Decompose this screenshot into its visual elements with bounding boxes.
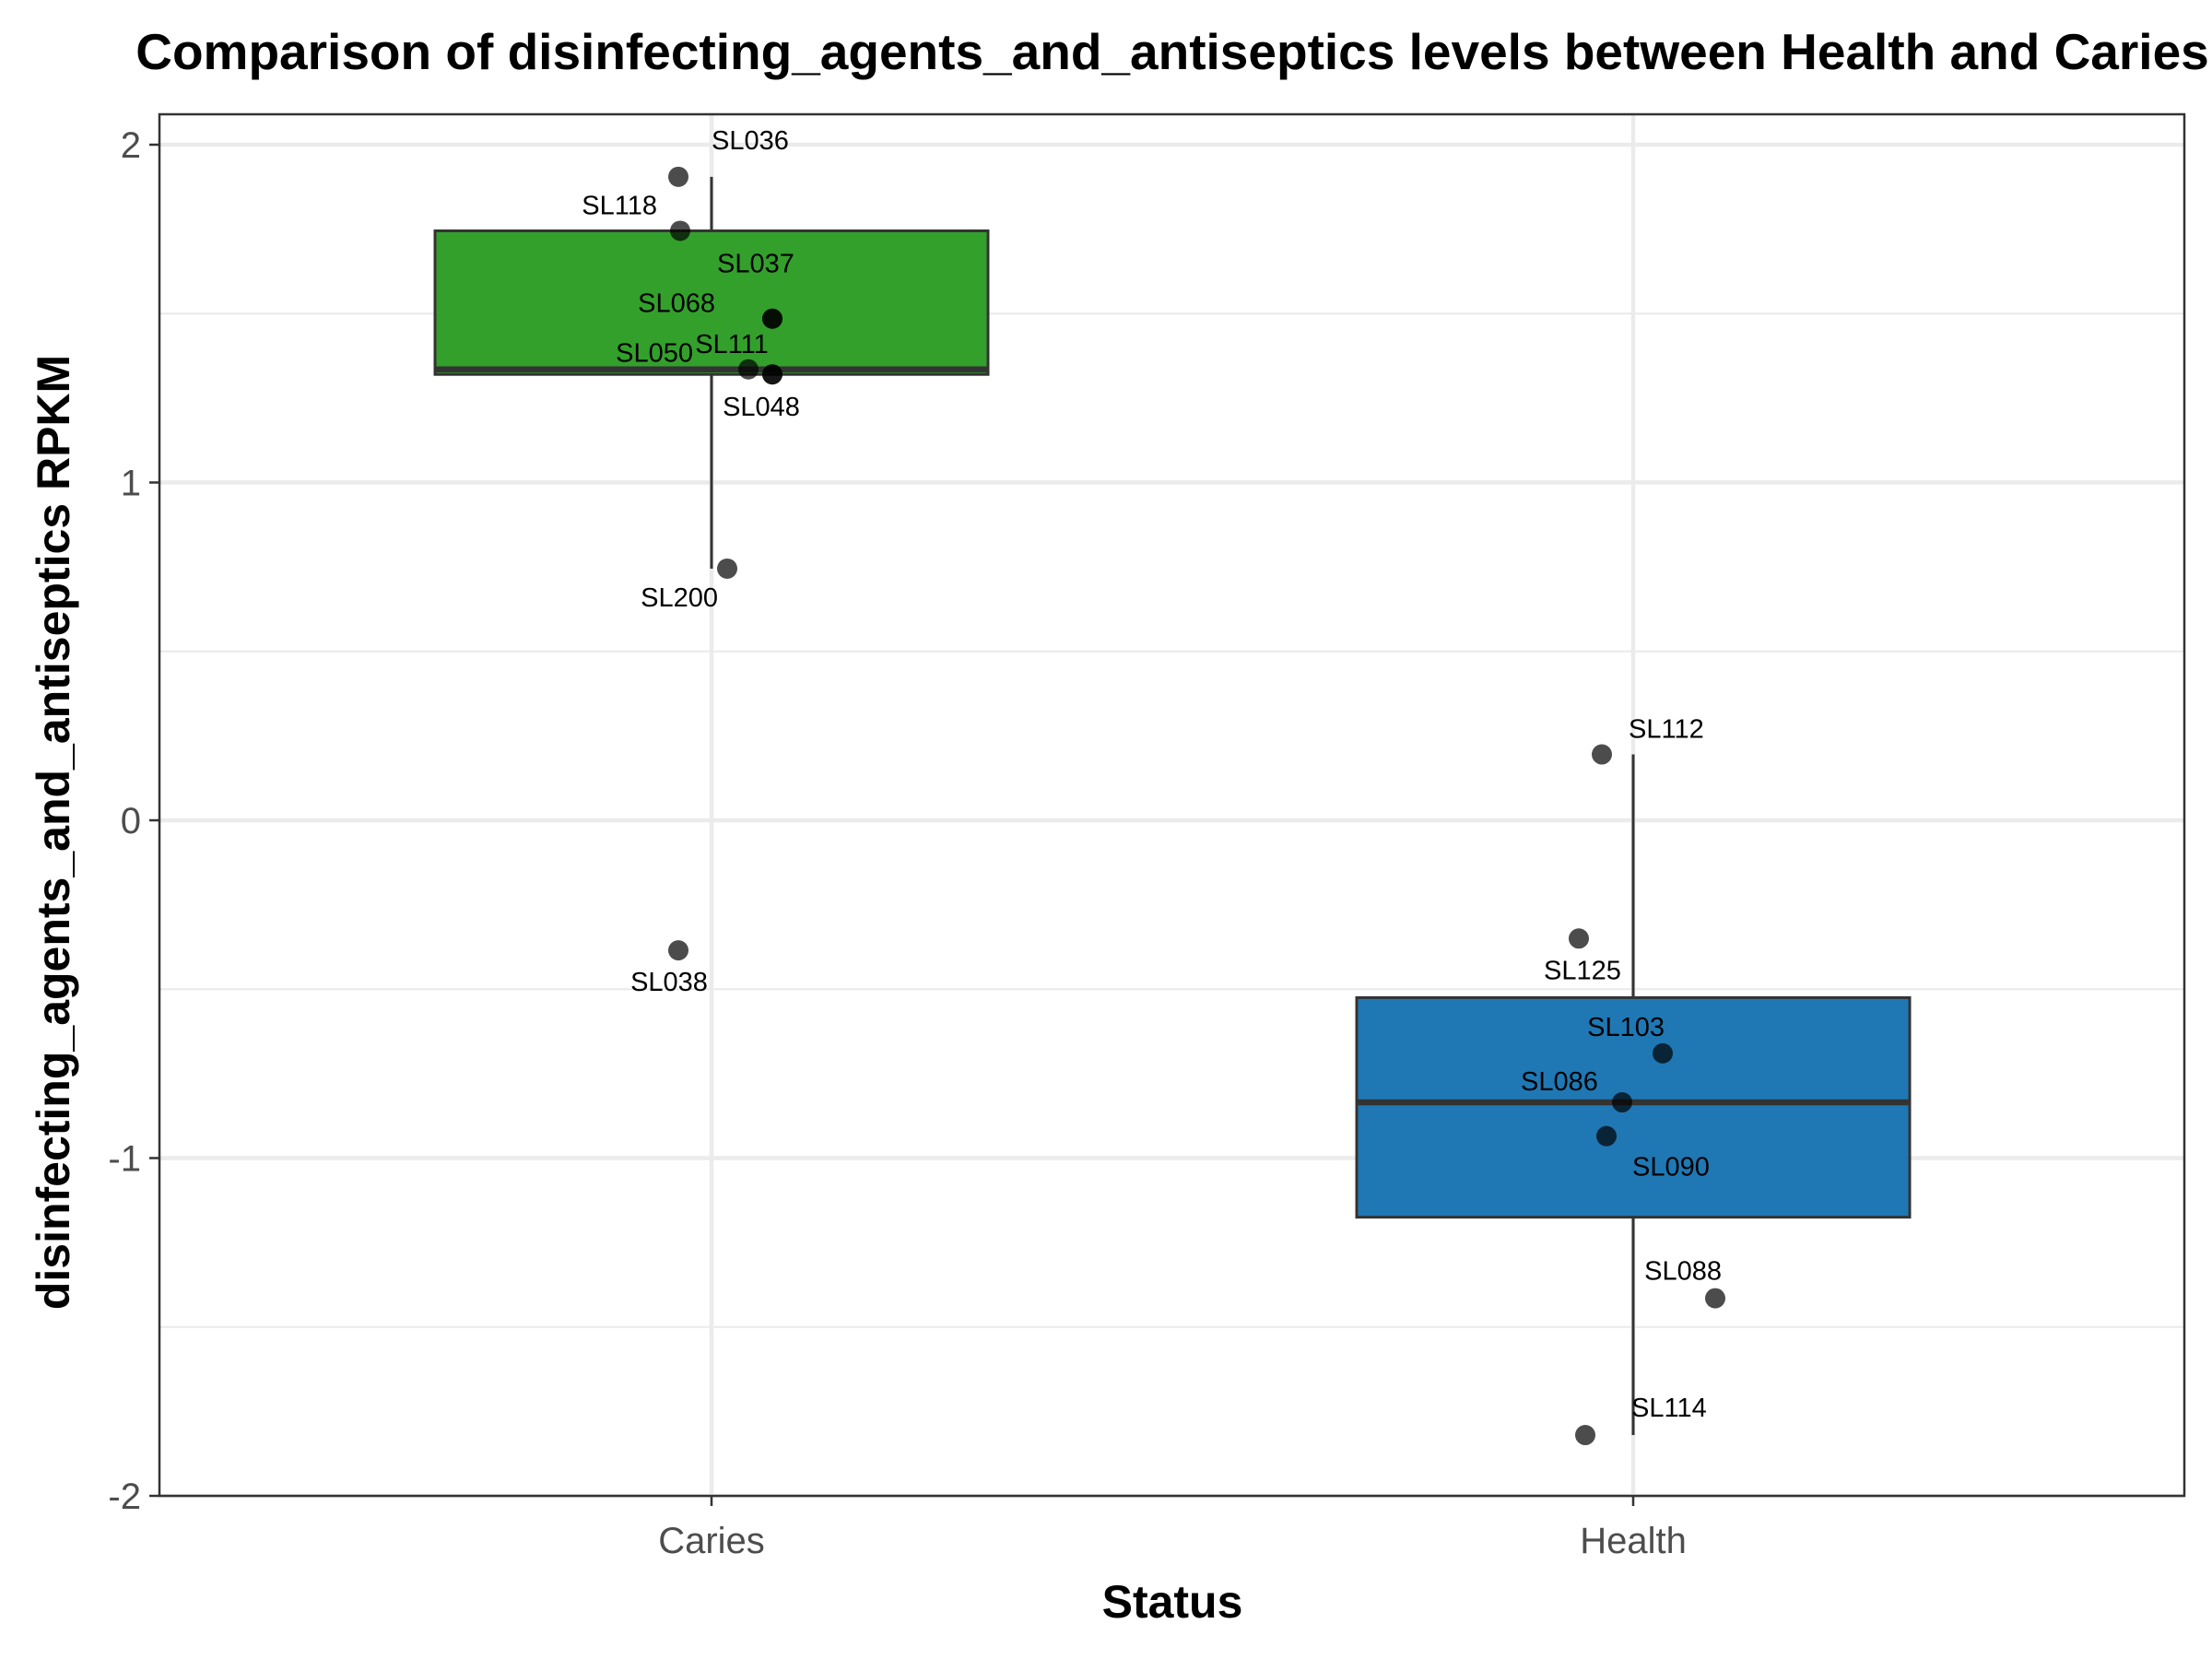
data-point [762, 364, 782, 385]
point-label: SL125 [1544, 956, 1621, 985]
data-point [668, 940, 688, 961]
x-axis: Caries Health [658, 1496, 1687, 1561]
point-label: SL088 [1644, 1257, 1722, 1287]
data-point [762, 308, 782, 329]
point-label: SL103 [1587, 1013, 1665, 1042]
data-point [738, 359, 759, 380]
boxplot-boxes [433, 176, 1912, 1436]
x-tick-label: Health [1580, 1521, 1687, 1561]
x-tick-label: Caries [658, 1521, 765, 1561]
y-tick-label: 1 [121, 464, 141, 504]
point-label: SL112 [1629, 715, 1704, 745]
y-axis-title: disinfecting_agents_and_antiseptics RPKM [28, 355, 79, 1310]
point-label: SL038 [630, 968, 708, 997]
data-point [1653, 1042, 1673, 1064]
data-point [1569, 928, 1589, 949]
point-label: SL114 [1631, 1394, 1707, 1423]
data-point [668, 166, 688, 187]
point-label: SL036 [712, 126, 789, 156]
data-point [1612, 1092, 1632, 1113]
point-label: SL037 [717, 250, 794, 279]
data-point [670, 220, 690, 241]
point-label: SL048 [723, 393, 800, 422]
data-point [1592, 744, 1612, 765]
box-caries [433, 229, 990, 376]
point-label: SL068 [638, 289, 715, 319]
point-label: SL200 [641, 583, 718, 613]
point-label: SL111 [695, 330, 769, 359]
panel-border [158, 112, 2186, 1498]
data-point [717, 558, 737, 579]
point-label: SL050 [616, 339, 693, 369]
box-health [1355, 995, 1912, 1219]
y-tick-label: 2 [121, 125, 141, 166]
y-tick-label: -2 [108, 1477, 141, 1517]
y-axis: -2 -1 0 1 2 [108, 125, 159, 1517]
data-point [1705, 1288, 1725, 1309]
x-axis-title: Status [1102, 1576, 1243, 1628]
point-label: SL090 [1632, 1153, 1710, 1182]
data-point [1575, 1425, 1595, 1446]
y-tick-label: -1 [108, 1139, 141, 1180]
data-points [668, 166, 1725, 1446]
data-point [1596, 1125, 1617, 1147]
chart-title: Comparison of disinfecting_agents_and_an… [135, 23, 2209, 80]
point-label: SL118 [582, 191, 657, 220]
y-tick-label: 0 [121, 801, 141, 841]
point-label: SL086 [1521, 1067, 1598, 1097]
